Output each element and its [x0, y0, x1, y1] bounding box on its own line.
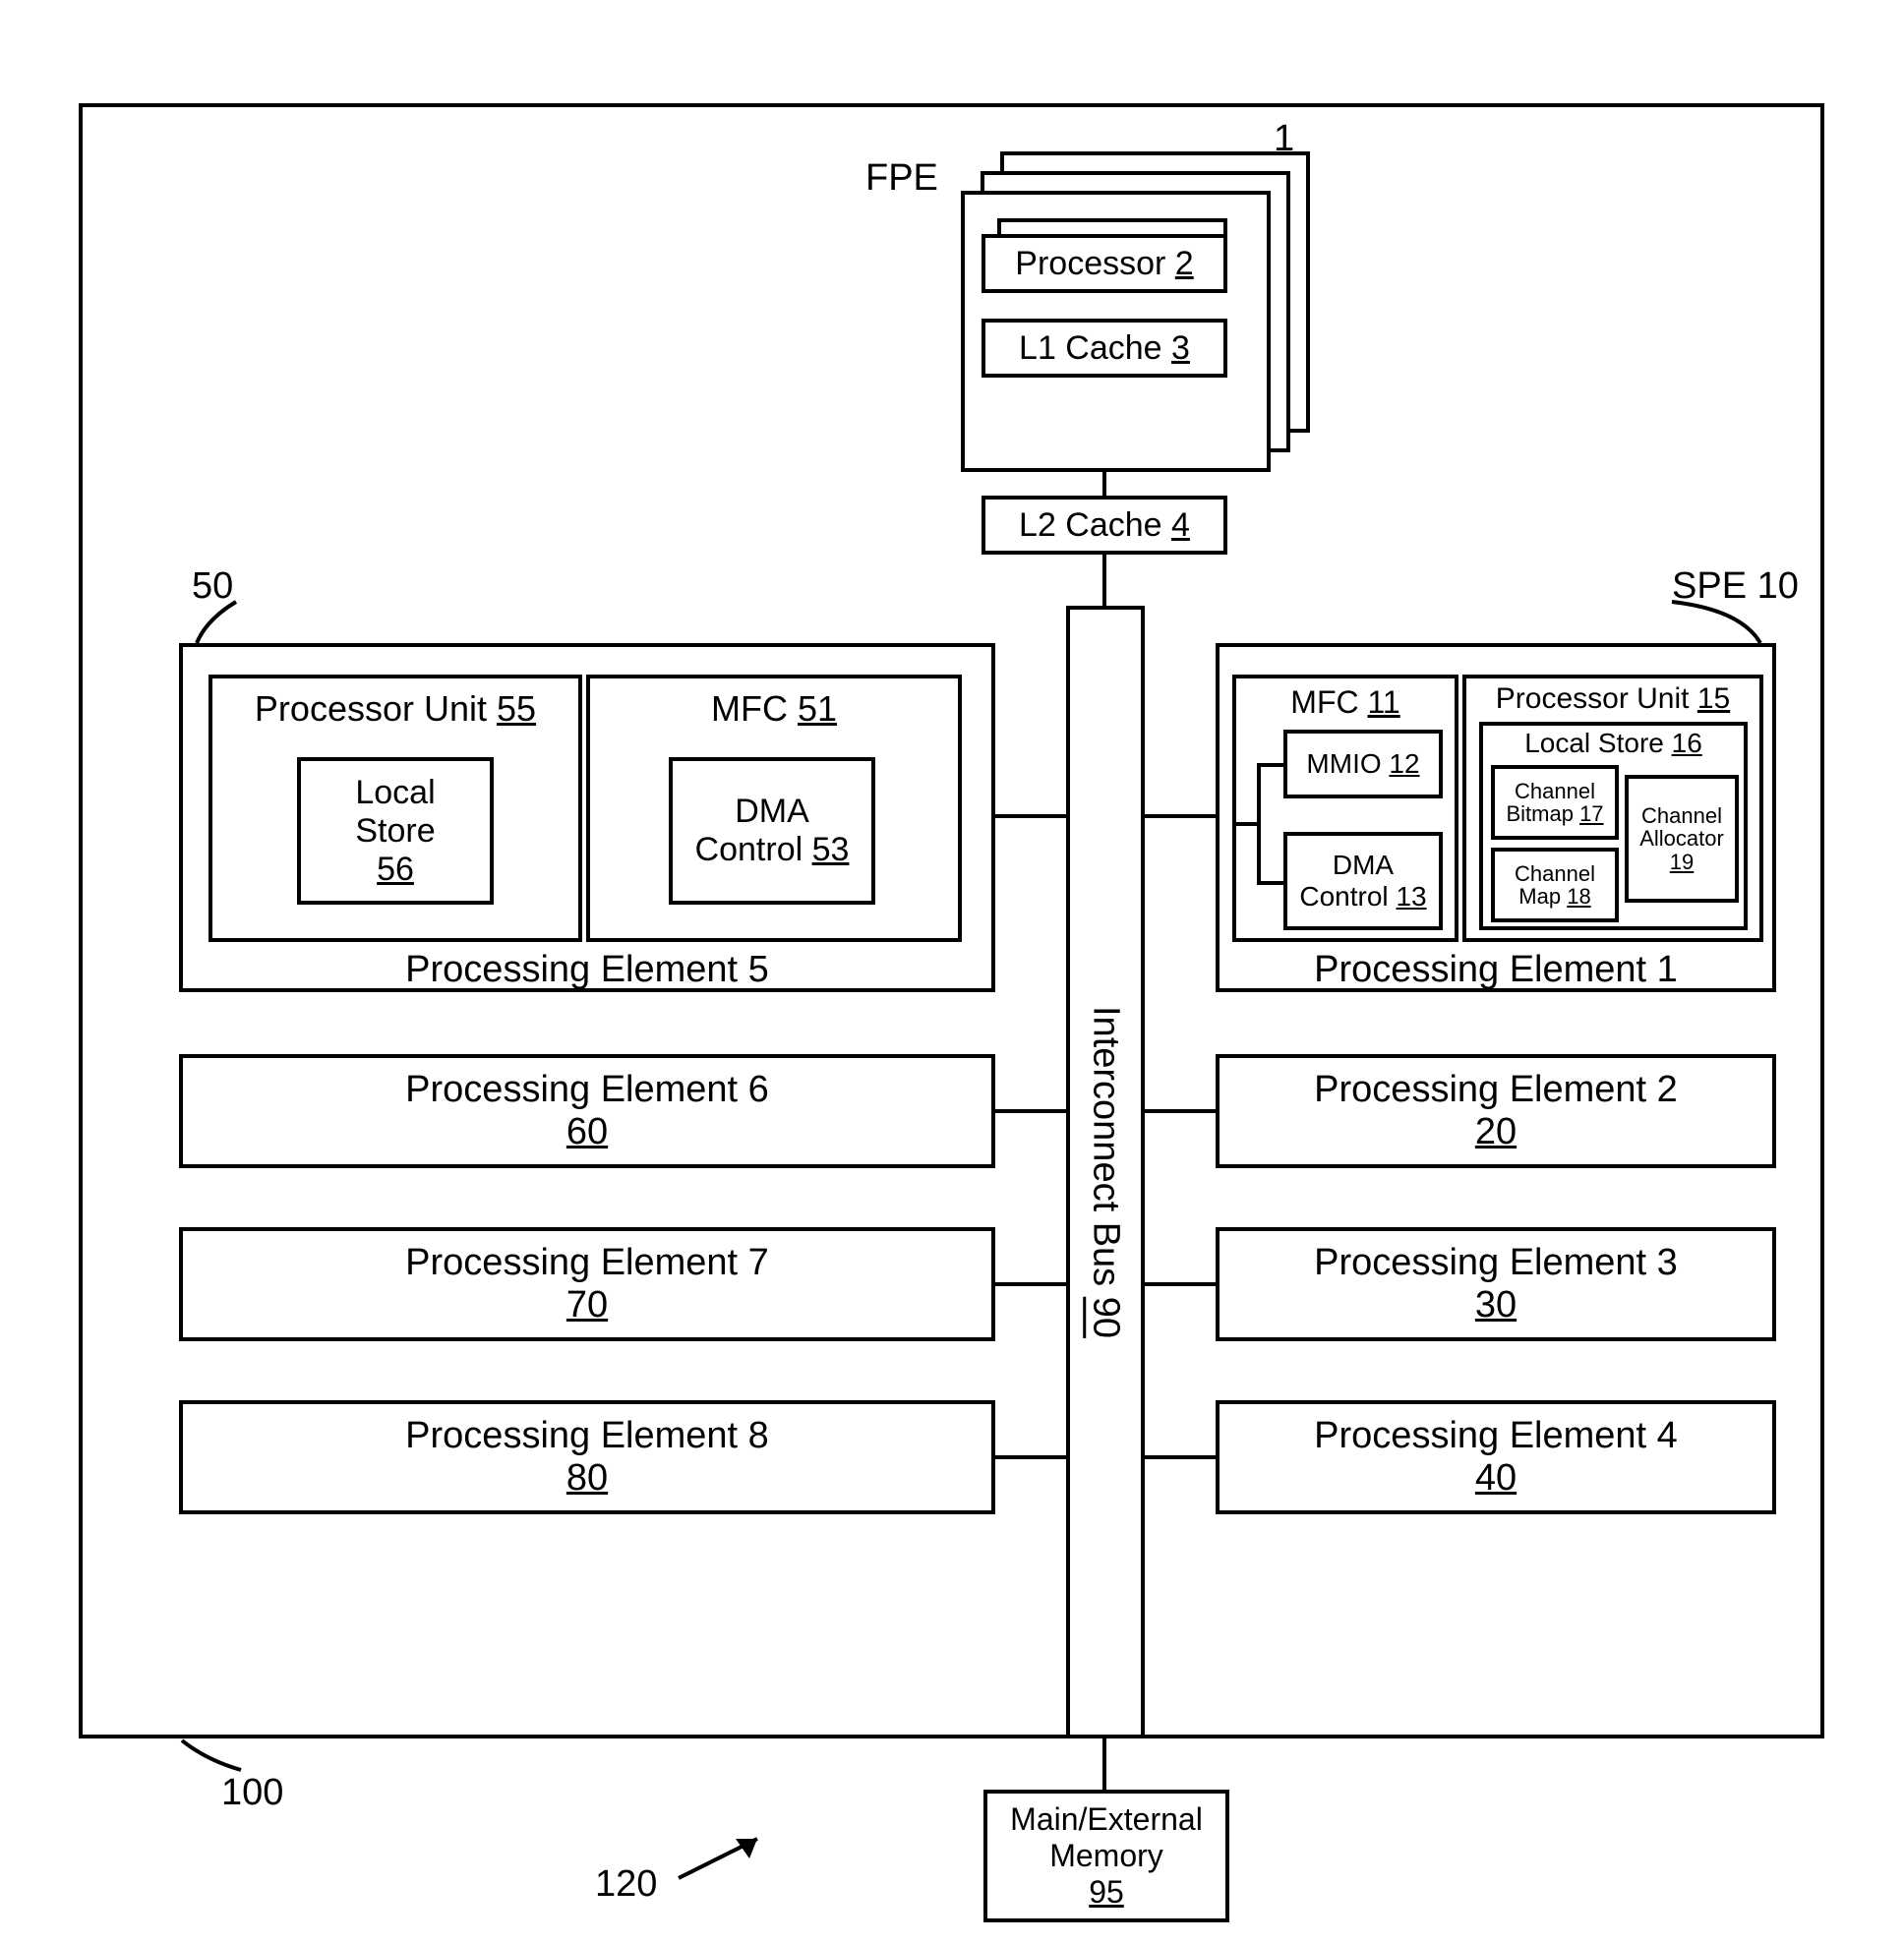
l1-cache-label: L1 Cache [1019, 329, 1162, 367]
l2-cache: L2 Cache 4 [982, 496, 1227, 555]
l2-cache-label: L2 Cache [1019, 506, 1162, 544]
pe1-local-store-title: Local Store 16 [1479, 728, 1748, 759]
processor-front: Processor 2 [982, 234, 1227, 293]
pe2: Processing Element 2 20 [1216, 1054, 1776, 1168]
left-group-ref: 50 [192, 565, 233, 609]
l1-cache: L1 Cache 3 [982, 319, 1227, 378]
pe8: Processing Element 8 80 [179, 1400, 995, 1514]
connector-line [1145, 1455, 1216, 1459]
processor-ref: 2 [1175, 245, 1194, 282]
pe5-local-store: Local Store 56 [297, 757, 494, 905]
l1-cache-ref: 3 [1171, 329, 1190, 367]
fpe-name: FPE [865, 157, 938, 201]
connector-line [1102, 555, 1106, 606]
bus-title: Interconnect Bus [1086, 1006, 1127, 1286]
diagram-root: 1 FPE 50 SPE 10 Processor 2 L1 Cache 3 L… [0, 0, 1904, 1944]
memory: Main/External Memory 95 [983, 1790, 1229, 1922]
pe1-caption: Processing Element 1 [1216, 949, 1776, 992]
connector-line [995, 814, 1066, 818]
pe5-procunit-title: Processor Unit 55 [208, 688, 582, 729]
connector-line [1145, 814, 1216, 818]
pe1-channel-map: Channel Map 18 [1491, 848, 1619, 922]
pe6: Processing Element 6 60 [179, 1054, 995, 1168]
system-ref-120: 120 [595, 1863, 657, 1907]
connector-line [995, 1282, 1066, 1286]
connector-line [1145, 1282, 1216, 1286]
right-group-ref: SPE 10 [1672, 565, 1799, 609]
pe4: Processing Element 4 40 [1216, 1400, 1776, 1514]
connector-line [1257, 763, 1283, 767]
bus-ref: 90 [1086, 1297, 1127, 1338]
pe1-mmio: MMIO 12 [1283, 730, 1443, 798]
connector-line [1102, 1738, 1106, 1790]
pe1-channel-allocator: Channel Allocator 19 [1625, 775, 1739, 903]
pe5-caption: Processing Element 5 [179, 949, 995, 992]
connector-line [1257, 763, 1261, 885]
pe5-mfc-title: MFC 51 [586, 688, 962, 729]
pe1-procunit-title: Processor Unit 15 [1462, 682, 1763, 717]
connector-line [995, 1455, 1066, 1459]
pe1-dma: DMA Control 13 [1283, 832, 1443, 930]
pe3: Processing Element 3 30 [1216, 1227, 1776, 1341]
connector-line [1145, 1109, 1216, 1113]
pe5-dma: DMA Control 53 [669, 757, 875, 905]
connector-line [1257, 881, 1283, 885]
connector-line [1102, 472, 1106, 496]
l2-cache-ref: 4 [1171, 506, 1190, 544]
connector-line [1232, 822, 1257, 826]
processor-label: Processor [1015, 245, 1165, 282]
pe1-mfc-title: MFC 11 [1232, 684, 1458, 721]
pe7: Processing Element 7 70 [179, 1227, 995, 1341]
pe1-channel-bitmap: Channel Bitmap 17 [1491, 765, 1619, 840]
system-ref-100: 100 [221, 1772, 283, 1815]
connector-line [995, 1109, 1066, 1113]
interconnect-bus: Interconnect Bus 90 [1066, 606, 1145, 1738]
